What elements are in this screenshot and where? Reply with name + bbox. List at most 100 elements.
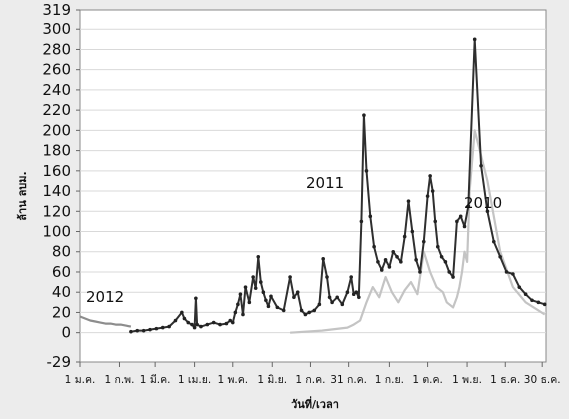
series-line-2012 xyxy=(79,315,132,328)
data-point-2011 xyxy=(418,270,422,274)
data-point-2011 xyxy=(364,169,369,173)
y-tick-label: -29 xyxy=(47,353,72,371)
y-tick-label: 20 xyxy=(52,303,71,321)
data-point-2011 xyxy=(439,255,444,259)
series-line-2011 xyxy=(130,38,546,333)
data-point-2011 xyxy=(312,308,317,313)
y-tick-label: 220 xyxy=(42,101,71,119)
data-point-2011 xyxy=(247,300,252,305)
data-point-2011 xyxy=(292,295,296,300)
data-point-2011 xyxy=(317,302,322,307)
data-point-2011 xyxy=(428,174,432,178)
data-point-2011 xyxy=(167,324,171,329)
x-tick-label: 1 ธ.ค. xyxy=(490,374,520,386)
y-tick-label: 0 xyxy=(61,324,71,342)
data-point-2011 xyxy=(479,163,483,168)
data-point-2011 xyxy=(325,275,329,279)
data-point-2011 xyxy=(256,255,261,259)
data-point-2011 xyxy=(498,255,502,259)
data-point-2011 xyxy=(410,229,415,234)
y-tick-label: 240 xyxy=(42,81,71,99)
data-point-2011 xyxy=(447,270,452,274)
data-point-2011 xyxy=(275,305,280,310)
gridlines xyxy=(80,28,546,334)
data-point-2011 xyxy=(430,189,435,193)
x-tick-label: 1 ก.พ. xyxy=(104,374,134,386)
data-point-2011 xyxy=(266,304,271,309)
data-point-2011 xyxy=(357,295,361,300)
y-axis-ticks: 3193002802602402202001801601401201008060… xyxy=(42,1,80,371)
x-axis-title: วันที่/เวลา xyxy=(291,396,339,411)
y-tick-label: 180 xyxy=(42,142,71,160)
data-point-2011 xyxy=(307,310,311,315)
data-point-2011 xyxy=(443,260,448,264)
y-tick-label: 140 xyxy=(42,182,71,200)
data-point-2011 xyxy=(451,275,455,279)
y-tick-label: 200 xyxy=(42,121,71,139)
y-tick-label: 280 xyxy=(42,40,71,58)
data-point-2011 xyxy=(345,290,350,295)
data-point-2011 xyxy=(180,310,184,315)
data-point-2011 xyxy=(383,258,388,262)
data-point-2011 xyxy=(243,285,248,289)
x-tick-label: 1 เม.ย. xyxy=(178,374,211,386)
data-point-2011 xyxy=(228,318,233,323)
data-point-2011 xyxy=(281,308,286,313)
data-point-2011 xyxy=(253,286,258,290)
data-point-2011 xyxy=(211,320,216,325)
data-point-2011 xyxy=(523,292,528,297)
data-point-2011 xyxy=(351,292,356,297)
x-tick-label: 1 ม.ค. xyxy=(65,374,96,386)
data-point-2011 xyxy=(359,219,364,224)
data-point-2011 xyxy=(399,260,403,264)
x-tick-label: 1 พ.ย. xyxy=(452,374,482,386)
x-tick-label: 1 ก.ค. xyxy=(295,374,325,386)
data-point-2011 xyxy=(536,300,541,305)
data-point-2011 xyxy=(414,258,418,262)
y-tick-label: 100 xyxy=(42,223,71,241)
data-point-2011 xyxy=(504,270,509,274)
data-point-2011 xyxy=(288,275,292,279)
data-point-2011 xyxy=(186,320,191,325)
data-point-2011 xyxy=(269,294,273,299)
data-point-2011 xyxy=(335,295,339,300)
data-point-2011 xyxy=(251,275,255,279)
x-tick-label: 30 ธ.ค. xyxy=(524,374,561,386)
data-point-2011 xyxy=(511,272,515,276)
y-tick-label: 300 xyxy=(42,20,71,38)
data-point-2011 xyxy=(466,204,471,209)
data-point-2011 xyxy=(190,322,194,327)
data-point-2011 xyxy=(435,244,440,249)
data-point-2011 xyxy=(354,290,359,295)
data-point-2011 xyxy=(233,310,238,315)
data-point-2011 xyxy=(327,295,332,300)
x-tick-label: 1 ก.ย. xyxy=(375,374,404,386)
data-point-2011 xyxy=(129,329,133,334)
data-point-2011 xyxy=(194,296,198,301)
data-point-2011 xyxy=(321,257,325,261)
data-point-2011 xyxy=(264,298,268,303)
x-tick-label: 1 พ.ค. xyxy=(217,374,248,386)
data-point-2011 xyxy=(517,285,522,289)
data-point-2011 xyxy=(241,312,245,317)
data-point-2011 xyxy=(148,327,152,332)
data-point-2011 xyxy=(349,275,353,279)
data-point-2011 xyxy=(433,219,438,224)
data-point-2011 xyxy=(376,260,380,264)
data-point-2011 xyxy=(542,302,547,307)
data-point-2011 xyxy=(224,321,229,326)
x-axis-ticks: 1 ม.ค. 1 ก.พ. 1 มี.ค. 1 เม.ย. 1 พ.ค. 1 มิ.ย. 1… xyxy=(65,362,561,386)
data-point-2011 xyxy=(236,302,240,307)
y-tick-label: 60 xyxy=(52,263,71,281)
data-point-2011 xyxy=(261,290,266,295)
series-group xyxy=(79,37,547,334)
data-point-2011 xyxy=(485,209,490,214)
annotation-2011: 2011 xyxy=(306,174,344,192)
y-tick-label: 80 xyxy=(52,243,71,261)
data-point-2011 xyxy=(421,239,426,244)
data-point-2011 xyxy=(135,328,140,333)
y-axis-title: ล้าน ลบม. xyxy=(16,171,29,220)
data-point-2011 xyxy=(391,249,396,254)
data-point-2011 xyxy=(330,300,334,305)
